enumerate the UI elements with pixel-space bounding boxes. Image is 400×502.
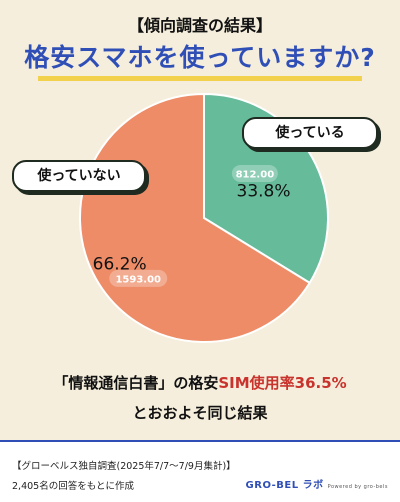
logo-text: GRO-BEL ラボ [245,480,324,491]
source-note-line2: とおおよそ同じ結果 [132,404,268,422]
slice-value-pill [231,165,278,183]
note-highlight: SIM使用率36.5% [218,374,347,392]
slice-percent-label: 33.8% [237,182,291,202]
slice-value-label: 1593.00 [115,274,161,285]
legend-badge-not-used: 使っていない [12,160,146,192]
heading-underline [38,76,362,81]
footer: 【グローベルス独自調査(2025年7/7～7/9月集計)】 2,405名の回答を… [0,440,400,502]
note-text: 「情報通信白書」の格安 [53,374,219,392]
pie-slice [79,92,312,343]
slice-percent-label: 66.2% [93,254,147,274]
survey-info: 【グローベルス独自調査(2025年7/7～7/9月集計)】 [12,461,236,472]
respondent-count: 2,405名の回答をもとに作成 [12,481,135,492]
powered-by: Powered by gro-bels [327,484,388,490]
brand-logo: GRO-BEL ラボ Powered by gro-bels [246,476,388,491]
source-note-line1: 「情報通信白書」の格安SIM使用率36.5% [0,372,400,393]
legend-badge-used: 使っている [242,117,378,149]
slice-value-label: 812.00 [236,170,275,181]
pie-chart: 33.8%812.00 66.2%1593.00 [79,92,329,343]
question-heading: 格安スマホを使っていますか? [24,43,376,72]
page-title: 【傾向調査の結果】 [127,16,272,35]
slice-value-pill [109,269,168,287]
